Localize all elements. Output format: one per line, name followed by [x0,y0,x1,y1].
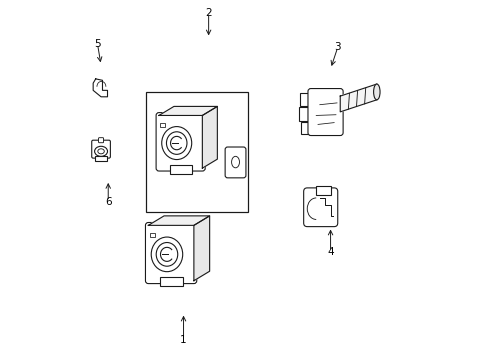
Ellipse shape [162,127,191,159]
Text: 4: 4 [326,247,333,257]
Bar [160,277,183,287]
FancyBboxPatch shape [298,107,310,121]
FancyBboxPatch shape [156,113,205,171]
Polygon shape [194,216,209,281]
FancyBboxPatch shape [145,222,196,284]
Text: 1: 1 [180,334,186,345]
Text: 2: 2 [205,8,211,18]
FancyBboxPatch shape [307,89,343,135]
Bar [170,165,191,174]
Ellipse shape [98,149,104,154]
Polygon shape [148,216,209,225]
Ellipse shape [231,156,239,168]
Ellipse shape [151,237,183,272]
FancyBboxPatch shape [224,147,245,178]
Text: 5: 5 [94,39,101,49]
Polygon shape [340,84,376,112]
FancyBboxPatch shape [301,122,310,134]
Bar [160,123,164,127]
FancyBboxPatch shape [303,188,337,226]
FancyBboxPatch shape [300,93,309,107]
Polygon shape [93,79,107,97]
Ellipse shape [94,146,107,156]
Bar [145,92,247,212]
Polygon shape [202,107,217,168]
Bar [95,156,106,161]
FancyBboxPatch shape [99,138,103,143]
Ellipse shape [373,84,379,100]
Ellipse shape [166,132,186,154]
Bar [149,233,154,238]
FancyBboxPatch shape [316,186,330,195]
FancyBboxPatch shape [92,140,110,158]
Text: 3: 3 [334,42,340,52]
Text: 6: 6 [105,197,111,207]
Ellipse shape [156,243,177,266]
Polygon shape [159,107,217,116]
